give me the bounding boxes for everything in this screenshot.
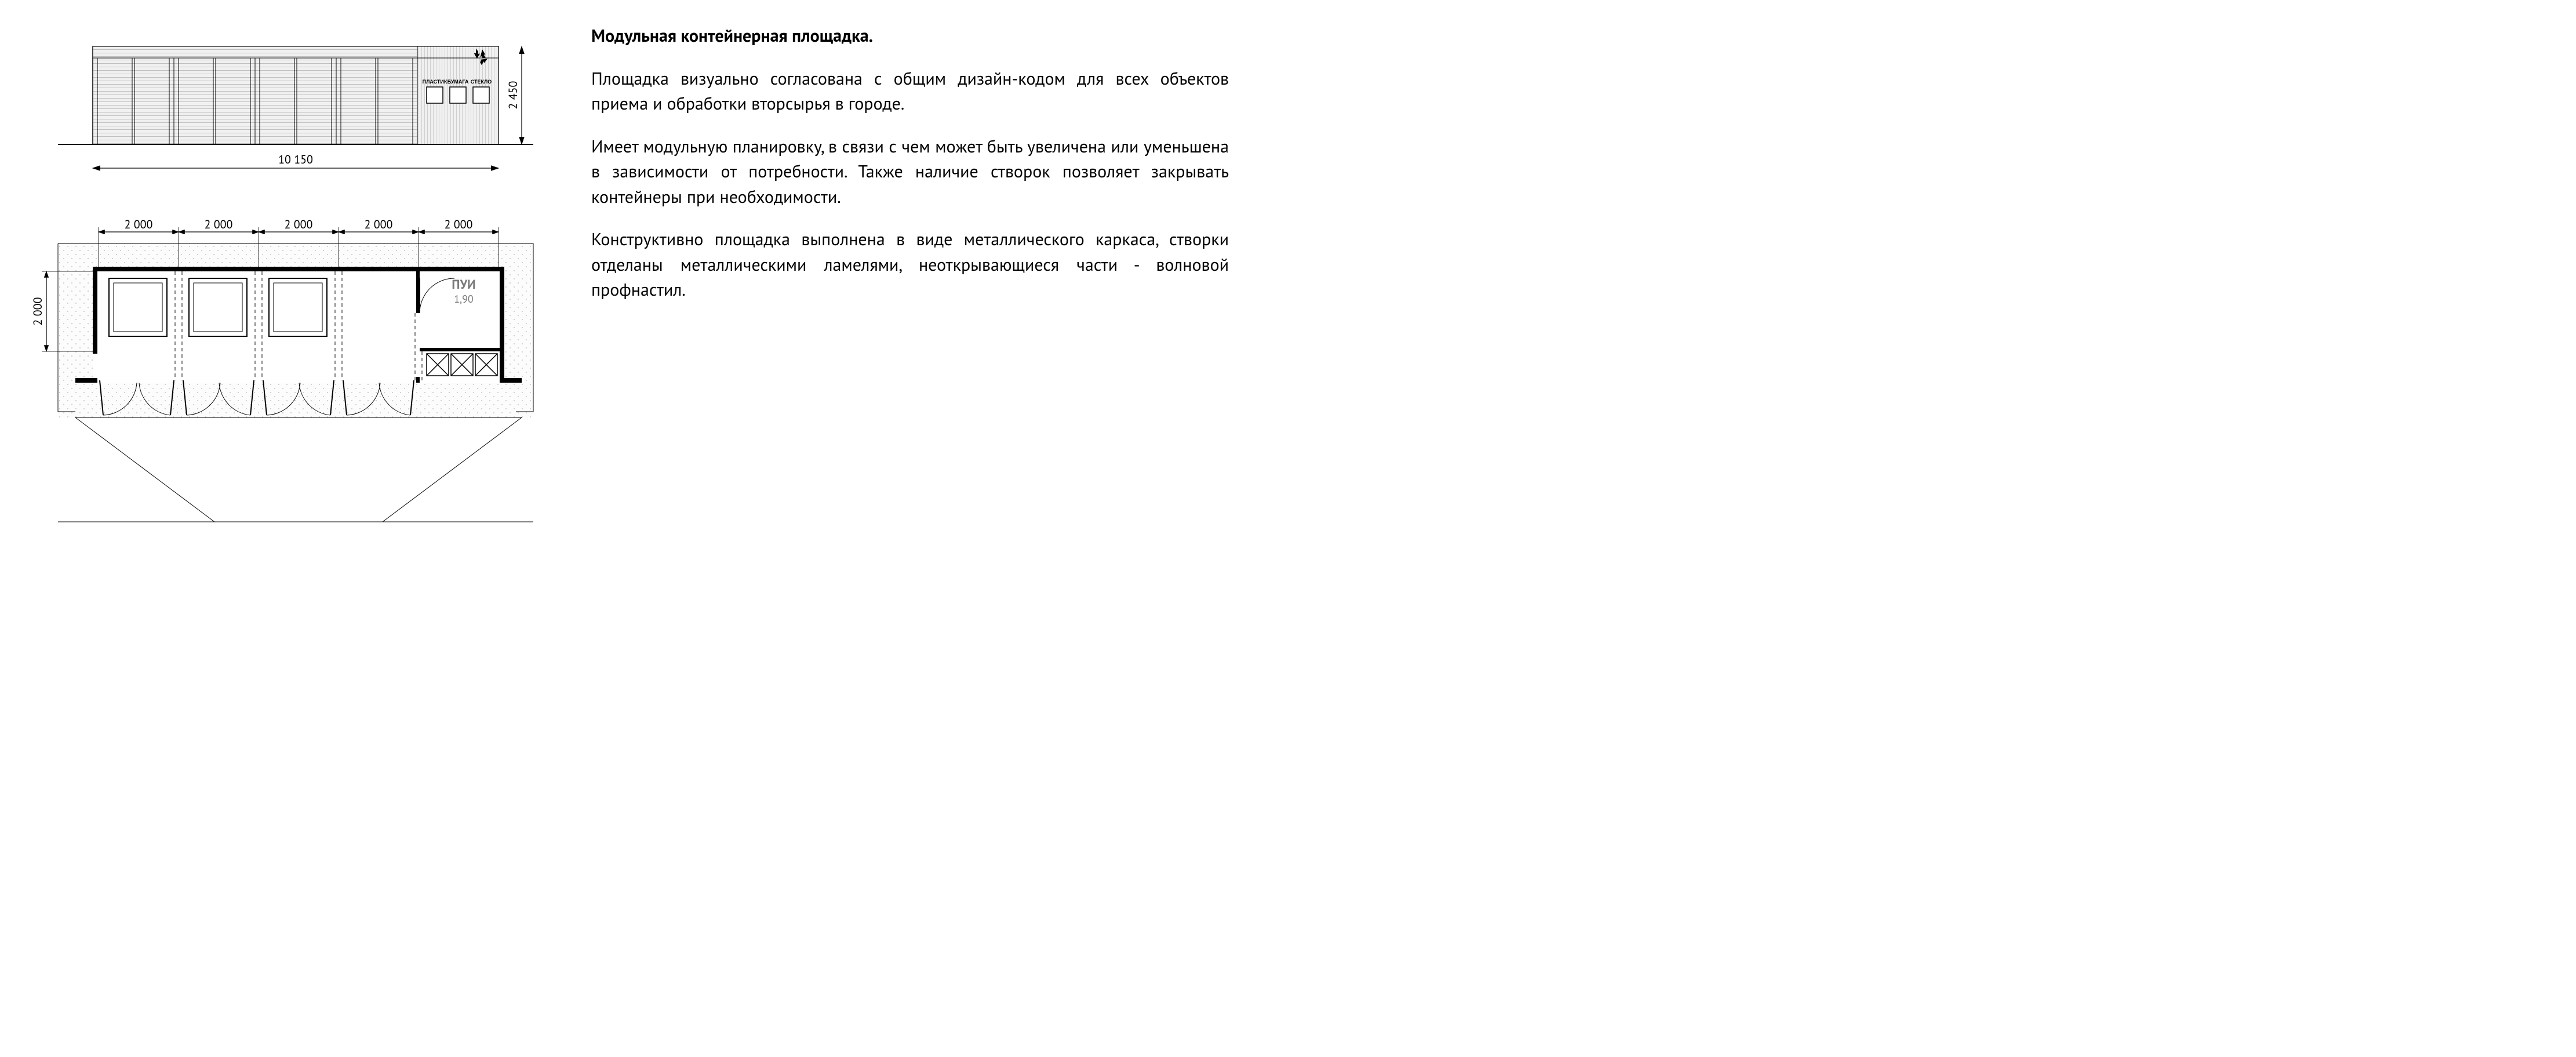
plan-mod-dim-5: 2 000 — [445, 217, 473, 232]
plan-drawing: 2 000 2 000 2 000 2 000 2 000 2 — [23, 209, 545, 533]
plan-mod-dim-4: 2 000 — [365, 217, 393, 232]
para-3: Конструктивно площадка выполнена в виде … — [591, 227, 1229, 303]
page-title: Модульная контейнерная площадка. — [591, 23, 1229, 49]
bin-label-1: ПЛАСТИК — [423, 79, 447, 85]
drawings-column: ПЛАСТИК БУМАГА СТЕКЛО 10 150 2 450 — [23, 23, 545, 533]
para-2: Имеет модульную планировку, в связи с че… — [591, 134, 1229, 210]
bin-label-2: БУМАГА — [447, 79, 469, 85]
plan-depth-label: 2 000 — [30, 297, 45, 325]
plan-room-area: 1,90 — [454, 292, 474, 306]
elevation-width-label: 10 150 — [278, 152, 313, 167]
plan-mod-dim-3: 2 000 — [285, 217, 313, 232]
plan-mod-dim-2: 2 000 — [205, 217, 233, 232]
elevation-drawing: ПЛАСТИК БУМАГА СТЕКЛО 10 150 2 450 — [23, 23, 545, 209]
para-1: Площадка визуально согласована с общим д… — [591, 66, 1229, 117]
description-column: Модульная контейнерная площадка. Площадк… — [591, 23, 1229, 320]
bin-label-3: СТЕКЛО — [471, 79, 492, 85]
plan-mod-dim-1: 2 000 — [125, 217, 153, 232]
elevation-height-label: 2 450 — [505, 81, 521, 109]
plan-room-label: ПУИ — [452, 277, 475, 293]
